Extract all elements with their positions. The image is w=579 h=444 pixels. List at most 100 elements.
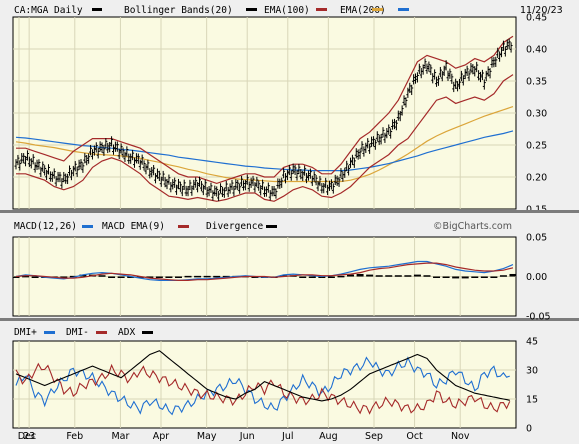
y-tick-label: 45 [526, 337, 538, 348]
y-tick-label: 30 [526, 366, 538, 377]
divergence-bar [480, 276, 488, 278]
legend-item: EMA(100) [264, 5, 327, 16]
legend-swatch [96, 331, 107, 334]
legend-label: EMA(200) [340, 5, 386, 16]
legend-swatch [142, 331, 153, 334]
y-tick-label: 0.25 [526, 141, 547, 152]
macd-legend: MACD(12,26) MACD EMA(9) Divergence [14, 221, 277, 232]
legend-label: Bollinger Bands(20) [124, 5, 233, 16]
divergence-bar [22, 275, 30, 278]
legend-label: MACD EMA(9) [102, 221, 165, 232]
panel-macd: -0.05 0.00 0.05 [12, 233, 551, 323]
panel-price: 0.150.200.250.300.350.400.45 [12, 13, 547, 216]
divergence-bar [155, 276, 163, 278]
series-line [15, 356, 510, 416]
divergence-bar [509, 273, 517, 277]
series-line [15, 262, 514, 281]
chart-header: CA:MGA Daily Bollinger Bands(20) EMA(100) E… [14, 5, 563, 16]
legend-label: ADX [118, 327, 135, 338]
divergence-bar [394, 275, 402, 277]
legend-item: EMA(200) [340, 5, 386, 16]
chart-date: 11/20/23 [520, 5, 563, 16]
divergence-bar [413, 274, 421, 277]
y-tick-label: 0.30 [526, 109, 547, 120]
y-tick-label: 0.35 [526, 77, 547, 88]
legend-label: DMI- [66, 327, 89, 338]
series-line [15, 130, 514, 172]
x-tick-label: Sep [365, 431, 383, 442]
divergence-bar [404, 275, 412, 277]
series-line [15, 362, 511, 415]
divergence-bar [136, 276, 144, 278]
x-tick-label: Feb [66, 431, 83, 442]
divergence-bar [174, 276, 182, 278]
divergence-bar [79, 274, 87, 277]
divergence-bar [433, 276, 441, 278]
legend-swatch [398, 8, 409, 11]
divergence-bar [165, 276, 173, 278]
y-tick-label: -0.05 [526, 312, 551, 323]
dmi-legend: DMI+ DMI- ADX [14, 327, 153, 338]
legend-swatch [82, 225, 93, 228]
divergence-bar [203, 275, 211, 278]
legend-swatch [372, 8, 383, 11]
divergence-bar [69, 275, 77, 278]
symbol-label: CA:MGA Daily [14, 5, 83, 16]
divergence-bar [385, 275, 393, 277]
divergence-bar [452, 276, 460, 279]
divergence-bar [471, 276, 479, 278]
symbol-legend-swatch [92, 8, 102, 11]
watermark: ©BigCharts.com [433, 221, 512, 232]
y-tick-label: 0.20 [526, 173, 547, 184]
x-tick-label: Oct [406, 431, 423, 442]
divergence-bar [356, 273, 364, 277]
divergence-bar [299, 276, 307, 278]
divergence-bar [127, 276, 135, 278]
legend-label: EMA(100) [264, 5, 310, 16]
x-tick-label: Jul [281, 431, 293, 442]
divergence-bar [146, 276, 154, 278]
panel-separator [0, 210, 579, 213]
x-tick-label: Dec [18, 431, 36, 442]
panel-frame [12, 340, 517, 429]
divergence-bar [375, 275, 383, 277]
divergence-bar [461, 276, 469, 279]
divergence-bar [423, 275, 431, 277]
y-tick-label: 15 [526, 395, 538, 406]
divergence-bar [499, 275, 507, 277]
divergence-bar [184, 275, 192, 278]
series-line [16, 74, 514, 202]
legend-item: Bollinger Bands(20) [124, 5, 257, 16]
x-tick-label: Nov [451, 431, 470, 442]
divergence-bar [117, 276, 125, 278]
series-line [16, 35, 514, 185]
divergence-bar [251, 276, 259, 278]
divergence-bar [442, 276, 450, 278]
y-tick-label: 0.45 [526, 13, 547, 24]
panel-dmi: 0 15 30 45 [12, 337, 538, 435]
legend-label: Divergence [206, 221, 263, 232]
divergence-bar [60, 276, 68, 278]
y-tick-label: 0 [526, 424, 532, 435]
divergence-bar [347, 274, 355, 277]
y-tick-label: 0.05 [526, 233, 547, 244]
divergence-bar [366, 274, 374, 277]
legend-label: MACD(12,26) [14, 221, 77, 232]
divergence-bar [98, 275, 106, 277]
divergence-bar [12, 276, 20, 278]
divergence-bar [222, 275, 230, 278]
series-line [15, 350, 510, 402]
y-tick-label: 0.00 [526, 272, 547, 283]
y-tick-label: 0.40 [526, 45, 547, 56]
divergence-bar [213, 275, 221, 278]
series-line [15, 106, 514, 183]
x-tick-label: Aug [319, 431, 338, 442]
x-tick-label: Apr [153, 431, 170, 442]
series-line [15, 260, 514, 281]
divergence-bar [327, 276, 335, 278]
divergence-bar [31, 276, 39, 278]
legend-swatch [178, 225, 189, 228]
divergence-bar [308, 276, 316, 278]
